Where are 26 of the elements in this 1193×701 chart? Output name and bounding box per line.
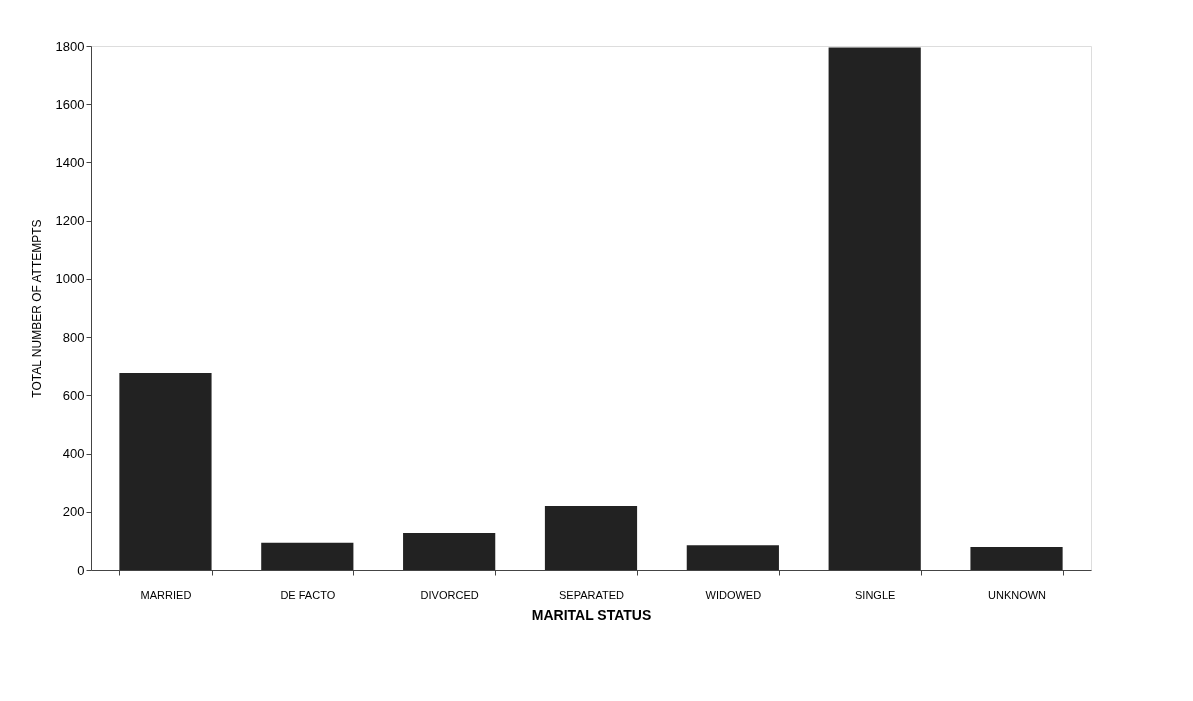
x-tick-label: WIDOWED (705, 588, 762, 601)
y-tick-label: 600 (62, 387, 85, 403)
y-tick-label: 0 (77, 562, 85, 578)
y-tick-label: 400 (62, 446, 85, 462)
y-tick-label: 1000 (55, 271, 85, 287)
bar (828, 47, 921, 570)
x-tick-label: SEPARATED (559, 588, 625, 601)
bar (970, 547, 1063, 570)
y-axis-title: TOTAL NUMBER OF ATTEMPTS (29, 219, 44, 398)
x-axis-title: MARITAL STATUS (531, 606, 652, 623)
y-tick-label: 200 (62, 504, 85, 520)
x-tick-label: UNKNOWN (988, 588, 1047, 601)
bar (261, 542, 354, 570)
bar (403, 533, 496, 570)
y-tick-label: 800 (62, 329, 85, 345)
bar (119, 372, 212, 570)
y-tick-label: 1600 (55, 96, 85, 112)
y-tick-label: 1800 (55, 38, 85, 54)
x-tick-label: DIVORCED (420, 588, 479, 601)
y-tick-label: 1200 (55, 213, 85, 229)
x-tick-label: DE FACTO (280, 588, 336, 601)
x-tick-label: MARRIED (140, 588, 192, 601)
bar (544, 505, 638, 570)
y-tick-label: 1400 (55, 154, 85, 170)
x-tick-label: SINGLE (855, 588, 896, 601)
bar (686, 545, 779, 570)
